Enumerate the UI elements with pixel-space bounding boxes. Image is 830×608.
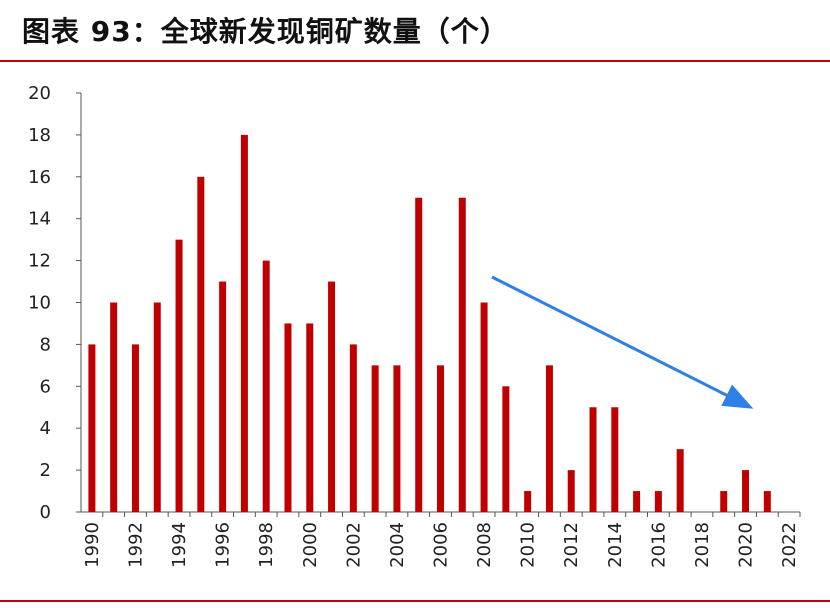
bar-1995 — [197, 176, 205, 513]
bar-1994 — [175, 239, 183, 512]
x-tick-label: 2012 — [561, 522, 582, 568]
bar-2009 — [502, 386, 510, 512]
y-tick-label: 16 — [28, 167, 51, 188]
x-tick-label: 2018 — [692, 522, 713, 568]
x-tick-label: 2006 — [431, 522, 452, 568]
bar-2008 — [480, 302, 488, 512]
x-tick-label: 1998 — [256, 522, 277, 568]
bar-2020 — [742, 470, 750, 512]
bar-1997 — [240, 134, 248, 512]
y-tick-label: 8 — [40, 334, 51, 355]
x-tick-label: 2016 — [648, 522, 669, 568]
y-tick-label: 6 — [40, 376, 51, 397]
x-tick-label: 1992 — [125, 522, 146, 568]
title-rule-top — [0, 60, 830, 62]
bar-2000 — [306, 323, 314, 512]
bar-1998 — [262, 260, 270, 512]
bar-2014 — [611, 407, 619, 512]
x-tick-label: 2020 — [736, 522, 757, 568]
bar-2010 — [524, 491, 532, 512]
bar-1999 — [284, 323, 292, 512]
bar-2001 — [328, 281, 336, 512]
bar-2017 — [676, 449, 684, 512]
trend-arrow — [491, 275, 754, 409]
bar-2015 — [633, 491, 641, 512]
y-tick-label: 4 — [40, 418, 51, 439]
y-tick-label: 14 — [28, 209, 51, 230]
bar-2004 — [393, 365, 401, 512]
bar-2007 — [458, 197, 466, 512]
chart-title: 图表 93：全球新发现铜矿数量（个） — [22, 15, 509, 48]
bar-2013 — [589, 407, 597, 512]
y-tick-label: 18 — [28, 125, 51, 146]
bar-2005 — [415, 197, 423, 512]
x-tick-label: 2022 — [779, 522, 800, 568]
bar-2019 — [720, 491, 728, 512]
bar-1990 — [88, 344, 96, 512]
y-tick-label: 12 — [28, 251, 51, 272]
bar-2011 — [545, 365, 553, 512]
x-tick-label: 2004 — [387, 522, 408, 568]
bar-2003 — [371, 365, 379, 512]
x-tick-label: 2000 — [300, 522, 321, 568]
x-tick-label: 2014 — [605, 522, 626, 568]
y-tick-label: 20 — [28, 83, 51, 104]
bar-1992 — [131, 344, 139, 512]
x-tick-label: 1990 — [82, 522, 103, 568]
bar-2016 — [654, 491, 662, 512]
y-tick-label: 2 — [40, 460, 51, 481]
bar-2002 — [349, 344, 357, 512]
bar-2006 — [437, 365, 444, 512]
bar-1991 — [110, 302, 118, 512]
footer-rule — [0, 600, 830, 602]
y-tick-label: 0 — [40, 502, 51, 523]
bar-2012 — [567, 470, 575, 512]
bar-1993 — [153, 302, 161, 512]
x-tick-label: 1994 — [169, 522, 190, 568]
x-tick-label: 1996 — [213, 522, 234, 568]
x-tick-label: 2002 — [343, 522, 364, 568]
y-tick-label: 10 — [28, 293, 51, 314]
x-tick-label: 2010 — [518, 522, 539, 568]
x-tick-label: 2008 — [474, 522, 495, 568]
bar-2021 — [763, 491, 771, 512]
bar-1996 — [219, 281, 227, 512]
